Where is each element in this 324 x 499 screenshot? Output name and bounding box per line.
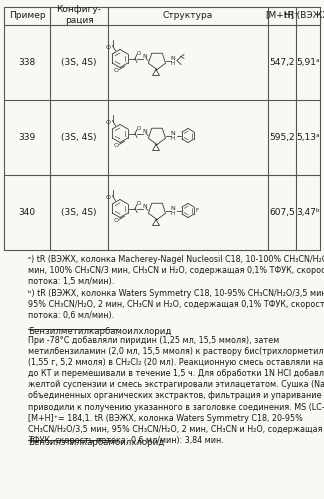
Text: O: O <box>114 218 119 223</box>
Text: N: N <box>171 206 175 211</box>
Text: O: O <box>114 143 119 148</box>
Text: Бензилметилкарбамоилхлорид: Бензилметилкарбамоилхлорид <box>28 327 171 336</box>
Text: N: N <box>143 129 147 134</box>
Text: N: N <box>171 56 175 61</box>
Text: [M+H]⁺: [M+H]⁺ <box>265 10 299 19</box>
Text: O: O <box>106 120 111 125</box>
Text: 547,2: 547,2 <box>269 58 295 67</box>
Text: H: H <box>171 211 175 216</box>
Text: Структура: Структура <box>163 10 213 19</box>
Text: 3,47ᵇ: 3,47ᵇ <box>296 208 320 217</box>
Text: N: N <box>143 204 147 209</box>
Text: (3S, 4S): (3S, 4S) <box>61 133 97 142</box>
Text: H: H <box>171 136 175 141</box>
Text: O: O <box>137 51 141 56</box>
Text: 339: 339 <box>18 133 36 142</box>
Text: N: N <box>171 131 175 136</box>
Text: O: O <box>137 126 141 131</box>
Text: (3S, 4S): (3S, 4S) <box>61 208 97 217</box>
Text: (3S, 4S): (3S, 4S) <box>61 58 97 67</box>
Text: 338: 338 <box>18 58 36 67</box>
Text: При -78°C добавляли пиридин (1,25 мл, 15,5 ммоля), затем
метилбензиламин (2,0 мл: При -78°C добавляли пиридин (1,25 мл, 15… <box>28 336 324 445</box>
Text: 607,5: 607,5 <box>269 208 295 217</box>
Text: 595,2: 595,2 <box>269 133 295 142</box>
Text: Бензилэтилкарбамоилхлорид: Бензилэтилкарбамоилхлорид <box>28 438 164 447</box>
Text: ᵃ) tR (ВЭЖХ, колонка Macherey-Nagel Nucleosil C18, 10-100% CH₃CN/H₂O/5
мин, 100%: ᵃ) tR (ВЭЖХ, колонка Macherey-Nagel Nucl… <box>28 255 324 286</box>
Text: N: N <box>143 54 147 59</box>
Text: ᵇ) tR (ВЭЖХ, колонка Waters Symmetry C18, 10-95% CH₃CN/H₂O/3,5 мин,
95% CH₃CN/H₂: ᵇ) tR (ВЭЖХ, колонка Waters Symmetry C18… <box>28 289 324 320</box>
Text: O: O <box>137 201 141 206</box>
Text: Конфигу-
рация: Конфигу- рация <box>56 5 101 24</box>
Text: O: O <box>106 195 111 200</box>
Text: H: H <box>171 61 175 66</box>
Text: tR (ВЭЖХ): tR (ВЭЖХ) <box>284 10 324 19</box>
Text: F: F <box>196 208 199 213</box>
Text: O: O <box>114 68 119 73</box>
Text: 340: 340 <box>18 208 36 217</box>
Text: Пример: Пример <box>9 10 45 19</box>
Text: 5,13ᵃ: 5,13ᵃ <box>296 133 320 142</box>
Text: 5,91ᵃ: 5,91ᵃ <box>296 58 320 67</box>
Text: O: O <box>106 45 111 50</box>
